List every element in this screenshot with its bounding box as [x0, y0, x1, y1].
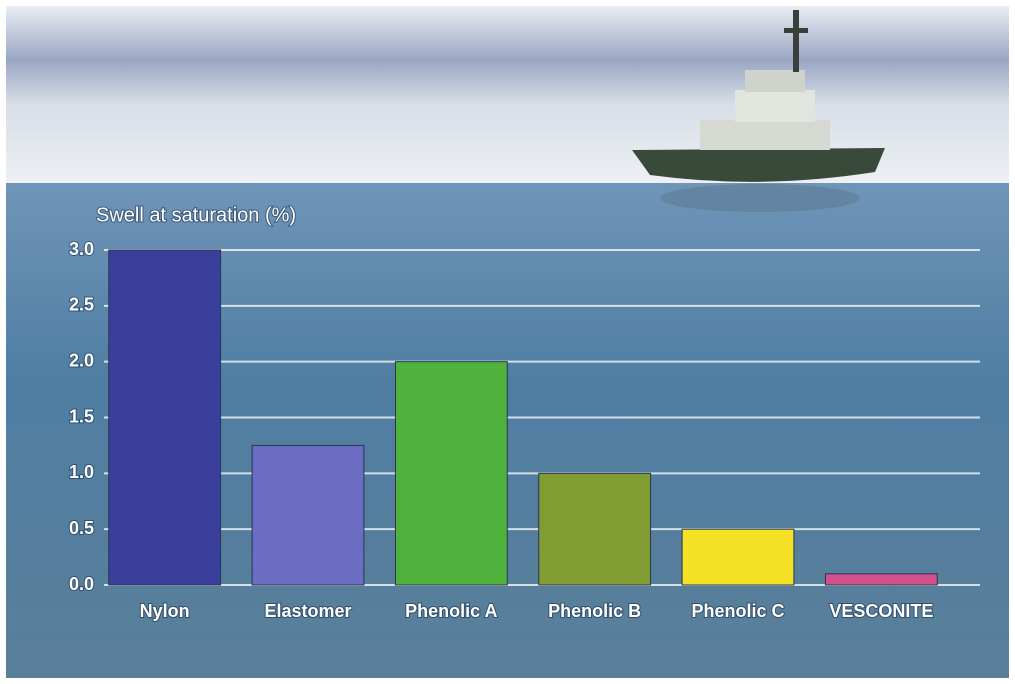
bar: [824, 573, 938, 586]
bar: [538, 472, 652, 586]
y-axis-title: Swell at saturation (%): [96, 204, 296, 226]
y-tick-label: 1.0: [69, 462, 94, 482]
bar: [394, 361, 508, 586]
bar: [681, 528, 795, 586]
x-tick-label: Elastomer: [264, 601, 351, 621]
x-tick-label: Nylon: [140, 601, 190, 621]
y-tick-label: 0.0: [69, 574, 94, 594]
y-tick-label: 0.5: [69, 518, 94, 538]
x-tick-label: Phenolic C: [691, 601, 784, 621]
y-tick-label: 2.0: [69, 350, 94, 370]
y-tick-label: 2.5: [69, 295, 94, 315]
ship: [632, 10, 885, 212]
y-tick-label: 3.0: [69, 239, 94, 259]
bar: [251, 444, 365, 586]
x-tick-label: Phenolic A: [405, 601, 497, 621]
bar: [108, 249, 222, 586]
y-tick-label: 1.5: [69, 406, 94, 426]
x-tick-label: VESCONITE: [829, 601, 933, 621]
x-tick-label: Phenolic B: [548, 601, 641, 621]
